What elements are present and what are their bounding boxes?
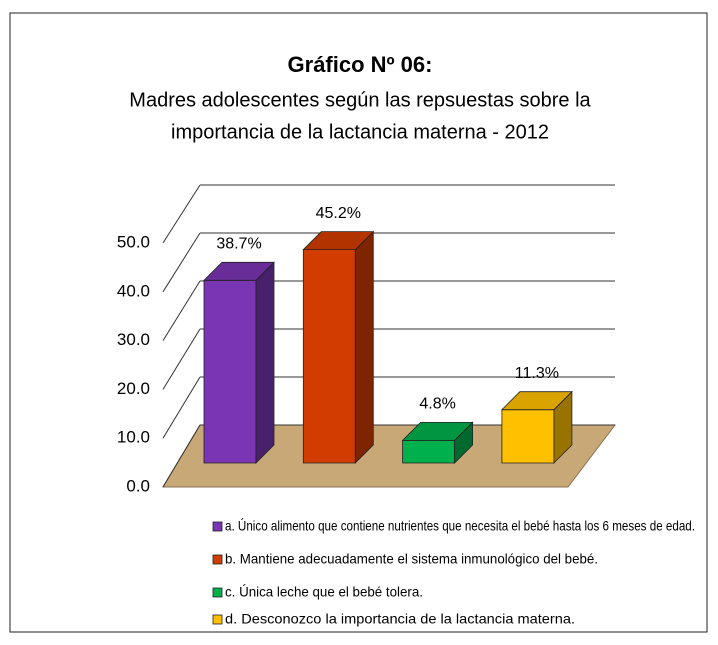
grid-line <box>162 424 201 488</box>
chart-title: Gráfico Nº 06: <box>288 52 433 77</box>
data-label: 4.8% <box>419 396 455 413</box>
bar-front <box>402 439 456 464</box>
bar <box>500 390 573 464</box>
bar-top <box>203 261 275 281</box>
legend-swatch <box>212 587 223 598</box>
bar-front <box>302 249 356 464</box>
bar-front <box>203 279 257 464</box>
y-tick-label: 10.0 <box>117 428 150 447</box>
data-label: 38.7% <box>216 236 261 253</box>
data-label: 11.3% <box>515 365 559 382</box>
grid-line <box>162 184 201 244</box>
y-tick-label: 30.0 <box>117 330 150 349</box>
legend-label: a. Único alimento que contiene nutriente… <box>225 518 695 534</box>
legend-label: b. Mantiene adecuadamente el sistema inm… <box>225 551 598 567</box>
bar-side <box>354 230 374 464</box>
grid-line <box>162 376 201 439</box>
bar-top <box>401 421 474 441</box>
legend-swatch <box>212 554 223 565</box>
bar <box>203 261 275 464</box>
bar-top <box>302 231 375 251</box>
chart-frame <box>9 12 708 633</box>
y-tick-label: 50.0 <box>117 232 150 251</box>
y-tick-label: 20.0 <box>117 379 150 398</box>
bar-top <box>500 391 573 411</box>
grid-line <box>162 328 201 390</box>
chart-subtitle: importancia de la lactancia materna - 20… <box>171 121 549 143</box>
y-tick-label: 0.0 <box>126 476 150 495</box>
grid-line <box>162 232 201 293</box>
bar <box>302 230 375 464</box>
y-tick-label: 40.0 <box>117 281 150 300</box>
legend-swatch <box>212 521 223 532</box>
bar <box>401 421 474 464</box>
grid-line <box>162 280 201 341</box>
legend-label: c. Única leche que el bebé tolera. <box>225 584 423 600</box>
chart-subtitle: Madres adolescentes según las repsuestas… <box>129 89 591 111</box>
legend-label: d. Desconozco la importancia de la lacta… <box>225 611 575 627</box>
legend-swatch <box>212 614 223 625</box>
bar-side <box>255 261 275 464</box>
data-label: 45.2% <box>316 205 361 222</box>
bar-front <box>501 409 555 464</box>
